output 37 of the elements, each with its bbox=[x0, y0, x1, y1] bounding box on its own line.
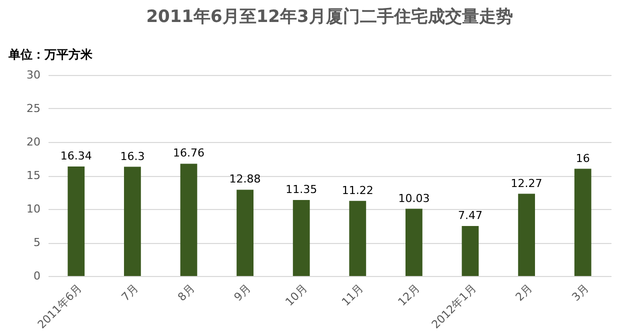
x-tick-label: 7月 bbox=[119, 282, 141, 304]
x-tick-label: 2月 bbox=[513, 282, 536, 304]
y-tick-label: 30 bbox=[26, 68, 40, 82]
y-tick-label: 15 bbox=[26, 169, 40, 182]
bar bbox=[124, 166, 141, 276]
y-tick-label: 25 bbox=[26, 102, 40, 115]
bar bbox=[292, 200, 310, 276]
y-axis-title: 单位：万平方米 bbox=[8, 48, 94, 62]
y-tick-label: 10 bbox=[26, 202, 40, 216]
data-label: 16 bbox=[576, 152, 590, 165]
data-label: 12.88 bbox=[229, 172, 261, 186]
data-label: 7.47 bbox=[458, 208, 482, 222]
bar bbox=[349, 200, 366, 276]
x-tick-label: 11月 bbox=[339, 282, 366, 309]
x-tick-label: 9月 bbox=[232, 282, 254, 304]
data-label: 16.76 bbox=[173, 146, 204, 160]
y-tick-label: 0 bbox=[34, 270, 40, 282]
bar bbox=[462, 226, 479, 276]
data-label: 10.03 bbox=[398, 192, 430, 205]
y-tick-label: 20 bbox=[26, 136, 40, 148]
x-tick-label: 12月 bbox=[396, 282, 422, 309]
data-label: 16.34 bbox=[60, 150, 92, 163]
bar bbox=[180, 164, 198, 276]
x-tick-label: 8月 bbox=[175, 282, 198, 304]
bar bbox=[236, 190, 254, 276]
data-label: 11.35 bbox=[286, 182, 318, 196]
x-tick-label: 3月 bbox=[569, 282, 592, 304]
bar bbox=[518, 194, 535, 276]
chart-title: 2011年6月至12年3月厦门二手住宅成交量走势 bbox=[146, 7, 513, 27]
data-label: 11.22 bbox=[342, 184, 374, 197]
bar bbox=[574, 168, 592, 276]
bar bbox=[406, 208, 422, 276]
data-label: 12.27 bbox=[510, 176, 542, 190]
y-tick-label: 5 bbox=[34, 236, 40, 249]
x-tick-label: 10月 bbox=[282, 282, 310, 309]
data-label: 16.3 bbox=[120, 150, 145, 163]
bar bbox=[68, 166, 85, 276]
